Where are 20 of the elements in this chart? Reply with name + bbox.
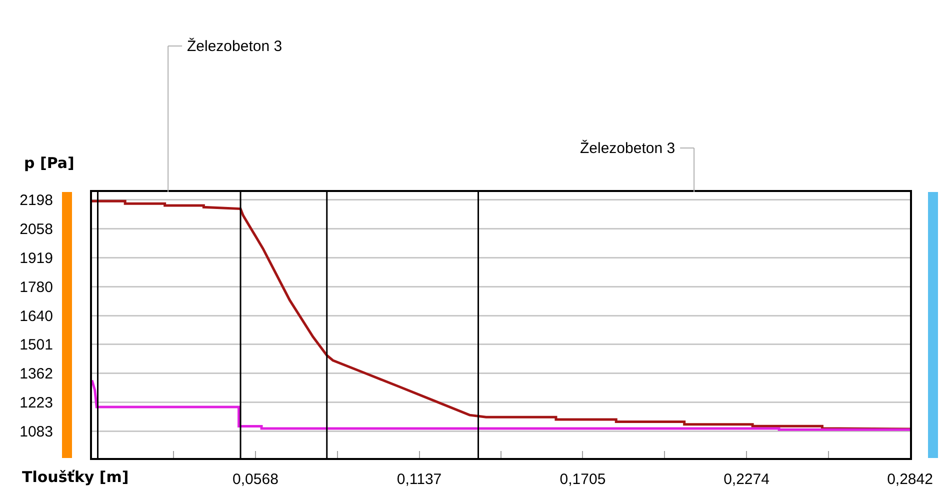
y-tick-label: 2058 (20, 221, 53, 238)
x-tick-label: 0,2274 (724, 471, 770, 488)
text: Železobeton 3 (187, 37, 282, 55)
text: Železobeton 3 (580, 139, 676, 157)
y-tick-label: 2198 (20, 192, 53, 210)
line-series (92, 379, 910, 431)
x-axis-title: Tloušťky [m] (22, 468, 129, 486)
x-tick-label: 0,0568 (232, 471, 278, 488)
x-tick-label: 0,2842 (887, 471, 933, 488)
y-tick-label: 1501 (20, 336, 53, 354)
x-tick-label: 0,1705 (560, 471, 606, 488)
y-axis-title: p [Pa] (24, 154, 74, 172)
line-series (92, 200, 910, 430)
y-tick-label: 1223 (20, 394, 53, 412)
y-tick-label: 1640 (20, 308, 53, 325)
y-tick-label: 1919 (20, 250, 53, 267)
x-tick-label: 0,1137 (396, 471, 442, 488)
y-tick-label: 1780 (20, 278, 53, 296)
y-tick-label: 1083 (20, 423, 53, 440)
y-tick-label: 1362 (20, 365, 53, 382)
